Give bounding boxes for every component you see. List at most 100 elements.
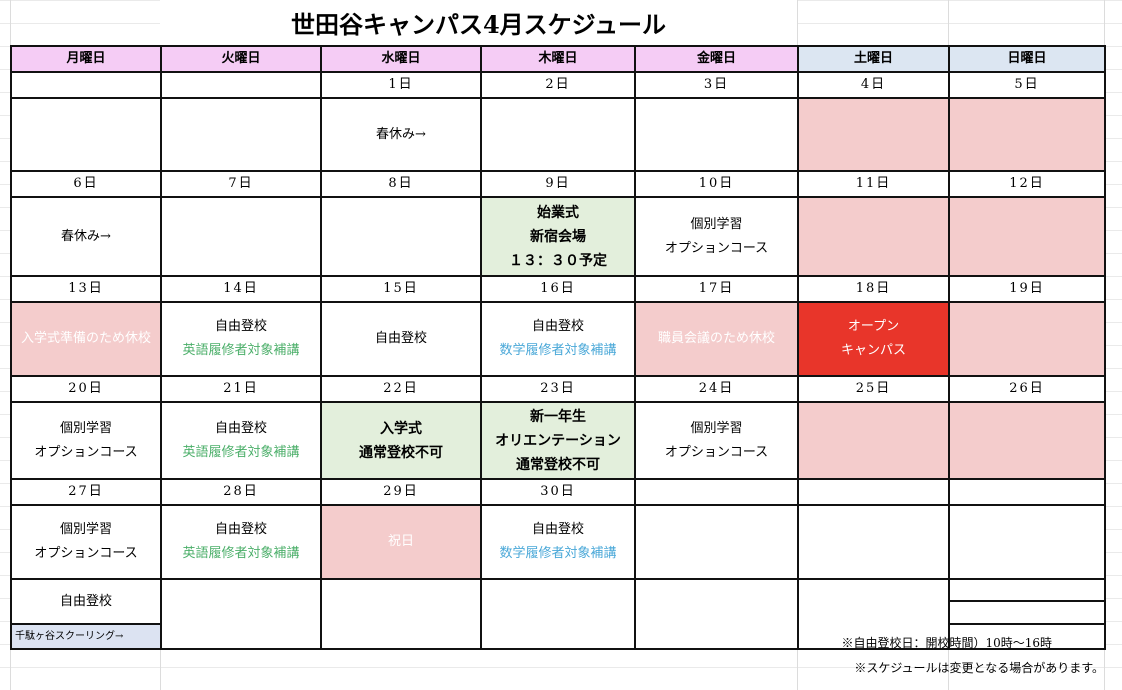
date-cell: 13日 (10, 275, 162, 303)
day-cell[interactable] (634, 504, 799, 580)
day-cell[interactable]: 自由登校 数学履修者対象補講 (480, 504, 636, 580)
day-cell[interactable]: 自由登校 英語履修者対象補講 (160, 504, 322, 580)
empty-cell[interactable] (948, 578, 1106, 650)
date-cell: 17日 (634, 275, 799, 303)
cell-text: 自由登校 (59, 594, 112, 609)
date-cell: 29日 (320, 478, 482, 506)
cell-text: 個別学習 (690, 216, 743, 232)
day-cell[interactable] (160, 97, 322, 172)
cell-divider (951, 600, 1103, 602)
day-cell[interactable]: 個別学習 オプションコース (634, 401, 799, 480)
day-cell[interactable] (948, 301, 1106, 377)
day-cell[interactable] (480, 97, 636, 172)
date-cell: 18日 (797, 275, 950, 303)
day-cell[interactable]: 新一年生オリエンテーション 通常登校不可 (480, 401, 636, 480)
day-cell[interactable]: 入学式準備のため休校 (10, 301, 162, 377)
cell-text: 春休み→ (376, 126, 426, 142)
day-cell[interactable] (797, 504, 950, 580)
date-cell: 27日 (10, 478, 162, 506)
day-cell[interactable] (797, 97, 950, 172)
day-cell[interactable] (797, 196, 950, 277)
cell-text: オリエンテーション (495, 432, 621, 449)
page-title: 世田谷キャンパス4月スケジュール (160, 0, 797, 45)
cell-text: １３：３０予定 (509, 252, 607, 269)
day-cell[interactable] (948, 97, 1106, 172)
day-cell[interactable]: 個別学習 オプションコース (10, 401, 162, 480)
date-cell (634, 478, 799, 506)
cell-text: 通常登校不可 (516, 456, 600, 473)
date-cell: 7日 (160, 170, 322, 198)
weekday-header: 土曜日 (797, 45, 950, 73)
date-cell: 1日 (320, 71, 482, 99)
cell-text: 職員会議のため休校 (657, 331, 775, 346)
cell-text: 個別学習 (690, 420, 743, 436)
cell-text: 英語履修者対象補講 (182, 343, 300, 358)
day-cell[interactable]: 自由登校英語履修者対象補講 (160, 301, 322, 377)
content-row: 春休み→ 始業式 新宿会場 １３：３０予定 個別学習 オプションコース (10, 196, 1106, 277)
date-cell: 3日 (634, 71, 799, 99)
day-cell[interactable] (160, 196, 322, 277)
date-cell: 8日 (320, 170, 482, 198)
day-cell[interactable] (948, 196, 1106, 277)
empty-cell[interactable] (320, 578, 482, 650)
empty-cell[interactable] (634, 578, 799, 650)
date-cell: 14日 (160, 275, 322, 303)
day-cell[interactable]: 春休み→ (320, 97, 482, 172)
date-cell: 24日 (634, 375, 799, 403)
weekday-header: 金曜日 (634, 45, 799, 73)
monday-extra-cell[interactable]: 自由登校 千駄ヶ谷スクーリング→ (10, 578, 162, 650)
note-schedule-change: ※スケジュールは変更となる場合があります。 (854, 661, 1104, 675)
day-cell[interactable]: オープン キャンパス (797, 301, 950, 377)
date-row: 27日 28日 29日 30日 (10, 478, 1106, 506)
date-cell (948, 478, 1106, 506)
cell-text: 祝日 (387, 534, 414, 549)
date-cell (160, 71, 322, 99)
cell-text: 新一年生 (530, 408, 586, 425)
day-cell[interactable] (948, 504, 1106, 580)
cell-text: 自由登校 (214, 319, 267, 334)
date-cell: 30日 (480, 478, 636, 506)
cell-divider (951, 623, 1103, 625)
date-cell: 6日 (10, 170, 162, 198)
date-row: 20日 21日 22日 23日 24日 25日 26日 (10, 375, 1106, 403)
date-cell: 5日 (948, 71, 1106, 99)
date-row: 13日 14日 15日 16日 17日 18日 19日 (10, 275, 1106, 303)
day-cell[interactable]: 祝日 (320, 504, 482, 580)
cell-text: 入学式 (380, 420, 422, 437)
empty-cell[interactable] (797, 578, 950, 650)
date-cell: 16日 (480, 275, 636, 303)
cell-text: 英語履修者対象補講 (182, 546, 300, 561)
day-cell[interactable] (320, 196, 482, 277)
cell-text: 春休み→ (61, 228, 111, 244)
empty-cell[interactable] (480, 578, 636, 650)
weekday-header-row: 月曜日 火曜日 水曜日 木曜日 金曜日 土曜日 日曜日 (10, 45, 1106, 73)
content-row: 入学式準備のため休校 自由登校 英語履修者対象補講 自由登校 自由登校 数学履修者対象補講… (10, 301, 1106, 377)
date-cell: 25日 (797, 375, 950, 403)
date-cell (10, 71, 162, 99)
empty-cell[interactable] (160, 578, 322, 650)
weekday-header: 水曜日 (320, 45, 482, 73)
day-cell[interactable]: 春休み→ (10, 196, 162, 277)
day-cell[interactable]: 始業式 新宿会場 １３：３０予定 (480, 196, 636, 277)
content-row: 個別学習 オプションコース 自由登校 英語履修者対象補講 祝日 自由登校 数学履修者対象補講 (10, 504, 1106, 580)
weekday-header: 火曜日 (160, 45, 322, 73)
extra-row: 自由登校 千駄ヶ谷スクーリング→ (10, 578, 1106, 650)
day-cell[interactable]: 自由登校 数学履修者対象補講 (480, 301, 636, 377)
day-cell[interactable]: 個別学習 オプションコース (634, 196, 799, 277)
day-cell[interactable]: 入学式 通常登校不可 (320, 401, 482, 480)
date-cell: 9日 (480, 170, 636, 198)
date-cell: 20日 (10, 375, 162, 403)
date-cell: 10日 (634, 170, 799, 198)
cell-text: 数学履修者対象補講 (499, 546, 617, 561)
day-cell[interactable] (797, 401, 950, 480)
day-cell[interactable]: 自由登校 (320, 301, 482, 377)
day-cell[interactable]: 自由登校 英語履修者対象補講 (160, 401, 322, 480)
day-cell[interactable] (10, 97, 162, 172)
schedule-table: 月曜日 火曜日 水曜日 木曜日 金曜日 土曜日 日曜日 1日 2日 3日 4日 5日 春休み→ 6日 7日 8… (10, 45, 1106, 650)
day-cell[interactable] (948, 401, 1106, 480)
day-cell[interactable]: 個別学習 オプションコース (10, 504, 162, 580)
day-cell[interactable]: 職員会議のため休校 (634, 301, 799, 377)
day-cell[interactable] (634, 97, 799, 172)
date-cell: 21日 (160, 375, 322, 403)
cell-text: 始業式 (537, 204, 579, 221)
